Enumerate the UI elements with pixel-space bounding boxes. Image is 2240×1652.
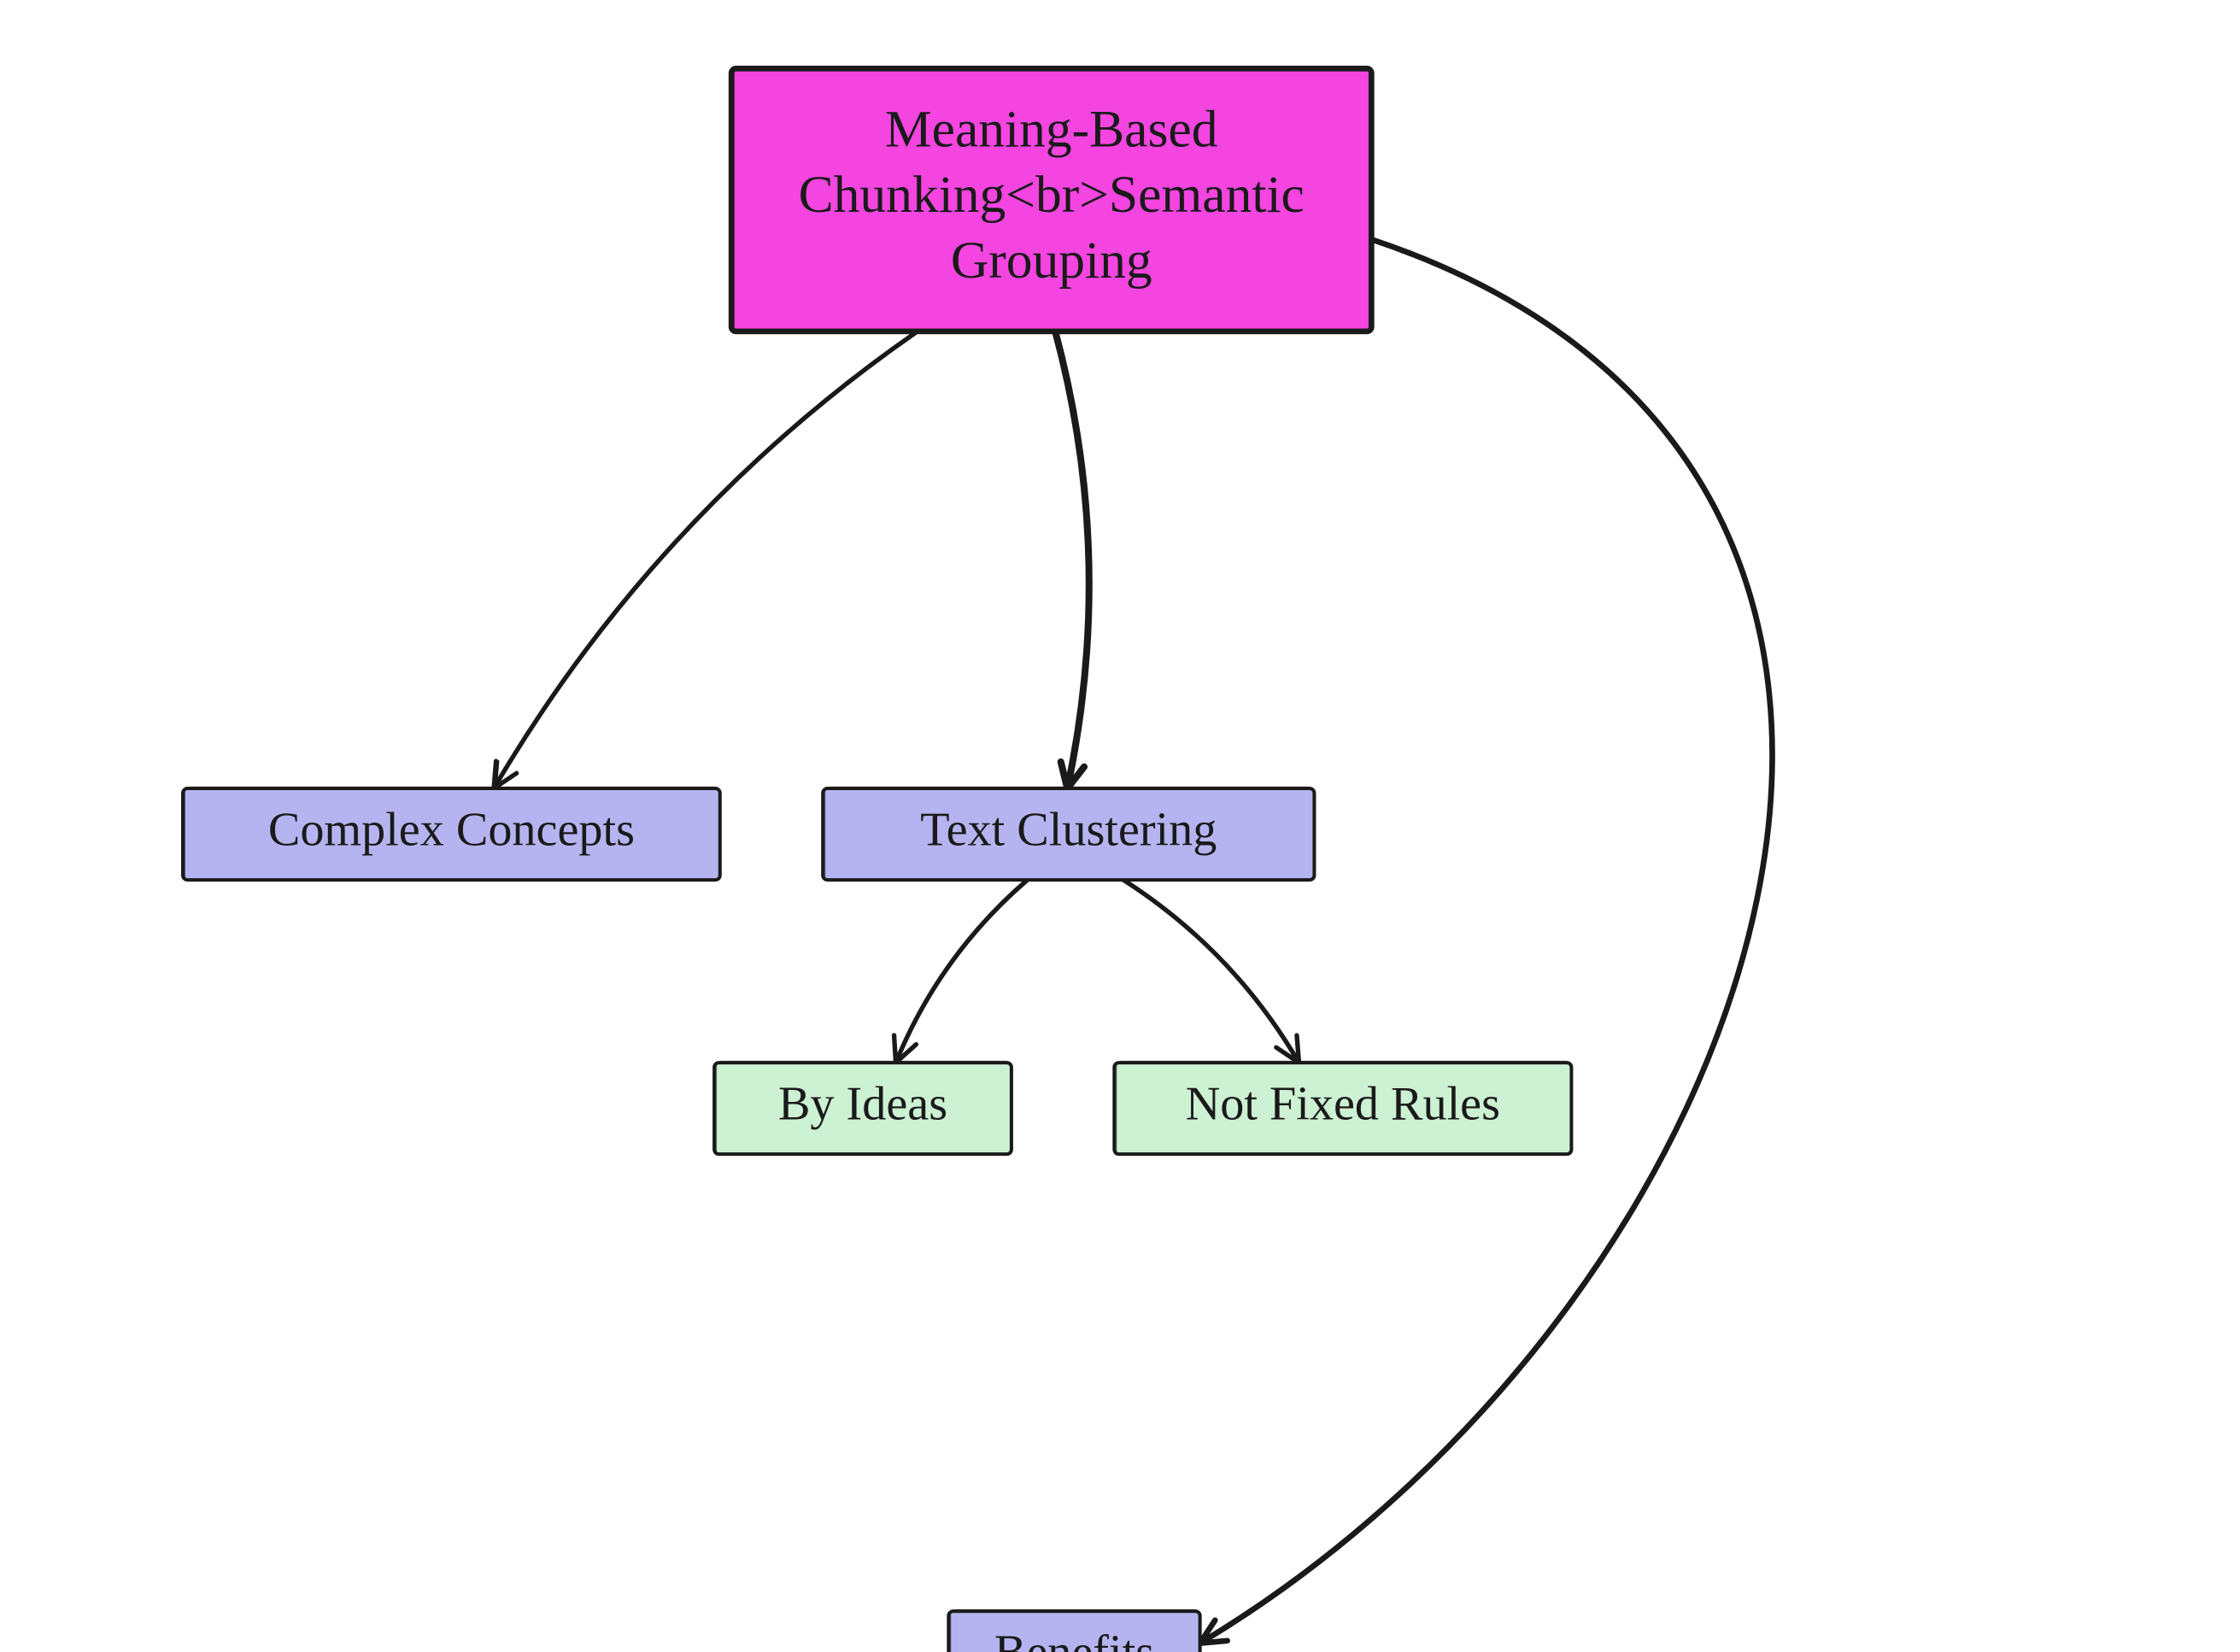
node-textclust: Text Clustering — [823, 788, 1314, 881]
node-benefits: Benefits — [948, 1610, 1199, 1652]
node-label: Text Clustering — [920, 803, 1217, 856]
edge-textclust-notfixed — [1123, 880, 1299, 1063]
nodes-layer: Meaning-Based Chunking<br>Semantic Groupin… — [91, 67, 2149, 1652]
diagram-canvas: Meaning-Based Chunking<br>Semantic Groupin… — [0, 0, 2240, 1652]
edges-layer — [494, 239, 1772, 1652]
node-notfixed: Not Fixed Rules — [1114, 1062, 1571, 1155]
node-label: By Ideas — [778, 1078, 947, 1131]
edge-root-textclust — [1055, 331, 1089, 788]
node-label: Meaning-Based — [885, 100, 1218, 158]
node-label: Not Fixed Rules — [1186, 1078, 1500, 1131]
node-root: Meaning-Based Chunking<br>Semantic Groupin… — [731, 67, 1371, 332]
node-label: Complex Concepts — [268, 803, 635, 856]
node-label: Grouping — [951, 231, 1152, 290]
edge-textclust-byideas — [894, 880, 1028, 1063]
node-label: Chunking<br>Semantic — [799, 166, 1305, 224]
edge-root-benefits — [1200, 239, 1773, 1643]
edge-root-complex — [494, 329, 920, 788]
node-label: Benefits — [994, 1626, 1154, 1652]
node-complex: Complex Concepts — [183, 788, 720, 881]
node-byideas: By Ideas — [714, 1062, 1012, 1155]
